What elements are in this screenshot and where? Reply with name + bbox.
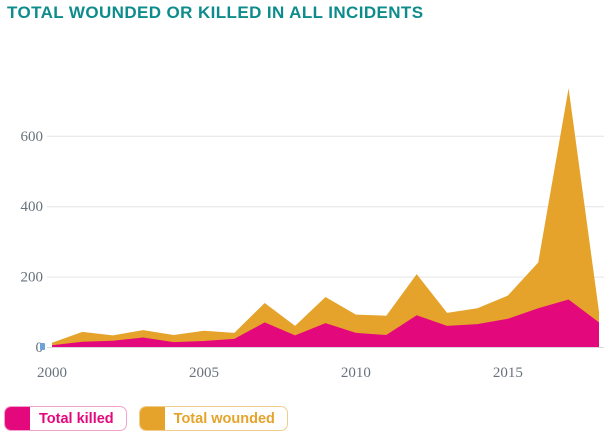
- chart-areas: [52, 88, 599, 348]
- killed-swatch-icon: [5, 407, 30, 430]
- y-axis-labels: 0 200 400 600: [21, 129, 44, 356]
- y-tick-label: 600: [21, 129, 44, 145]
- page-title: TOTAL WOUNDED OR KILLED IN ALL INCIDENTS: [7, 3, 424, 22]
- y-tick-label: 200: [21, 270, 44, 286]
- legend-label: Total killed: [39, 410, 114, 427]
- x-tick-label: 2005: [189, 365, 219, 381]
- x-axis-labels: 2000 2005 2010 2015: [37, 365, 523, 381]
- x-tick-label: 2000: [37, 365, 67, 381]
- x-tick-label: 2015: [493, 365, 523, 381]
- chart-legend: Total killed Total wounded: [4, 406, 288, 431]
- gridlines: [47, 135, 604, 348]
- x-tick-label: 2010: [341, 365, 371, 381]
- total-killed-area[interactable]: [52, 299, 599, 348]
- y-tick-label: 400: [21, 199, 44, 215]
- legend-label: Total wounded: [173, 410, 275, 427]
- wounded-swatch-icon: [139, 407, 165, 430]
- legend-item-total-wounded[interactable]: Total wounded: [138, 406, 288, 431]
- y-tick-label: 0: [36, 340, 44, 356]
- legend-item-total-killed[interactable]: Total killed: [4, 406, 127, 431]
- axis-scroll-grip[interactable]: [40, 343, 45, 350]
- stacked-area-chart[interactable]: 0 200 400 600 2000 2005 2010 2015: [0, 0, 606, 398]
- total-wounded-area[interactable]: [52, 88, 599, 348]
